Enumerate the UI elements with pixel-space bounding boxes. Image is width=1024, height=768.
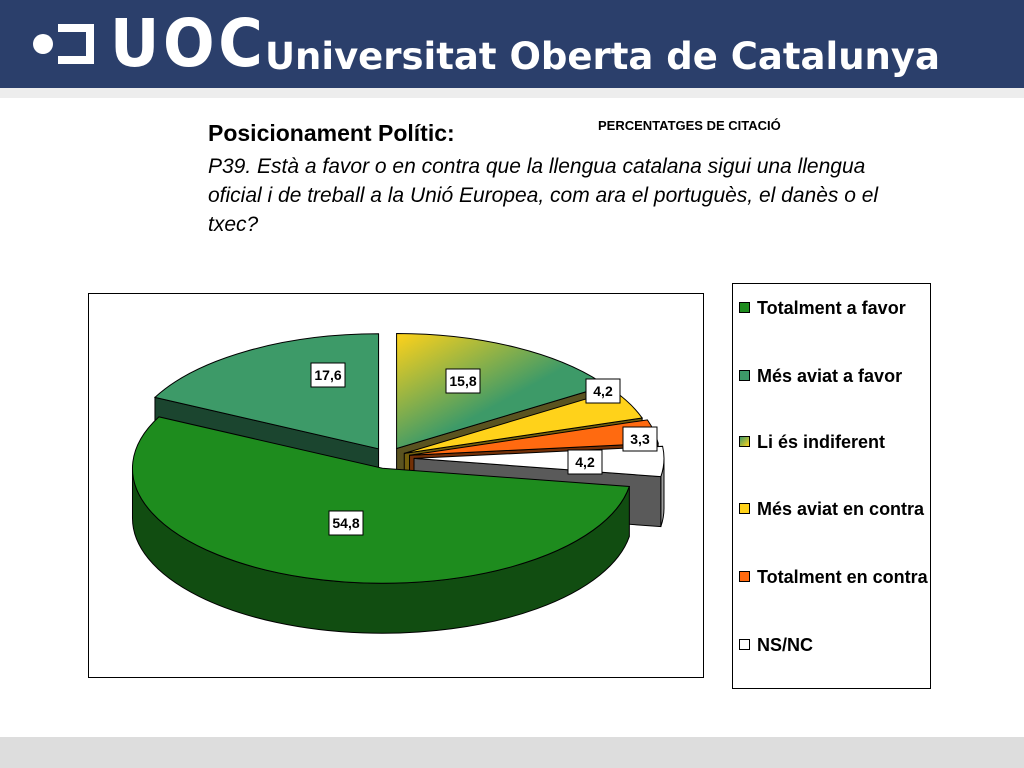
question-text: P39. Està a favor o en contra que la lle… xyxy=(208,155,879,236)
slide-title: Posicionament Polític: xyxy=(208,120,455,146)
legend-label: Li és indiferent xyxy=(757,432,886,452)
legend-label: Totalment en contra xyxy=(757,567,928,587)
legend-swatch xyxy=(739,436,750,447)
header-bar: UOC Universitat Oberta de Catalunya xyxy=(0,0,1024,88)
legend-swatch xyxy=(739,571,750,582)
uoc-logo-icon xyxy=(33,24,94,64)
footer-bar xyxy=(0,737,1024,768)
legend-label: NS/NC xyxy=(757,635,814,655)
slide-note: PERCENTATGES DE CITACIÓ xyxy=(598,118,781,133)
svg-text:4,2: 4,2 xyxy=(575,454,595,470)
svg-text:17,6: 17,6 xyxy=(314,367,341,383)
legend-swatch xyxy=(739,639,750,650)
data-label: 54,8 xyxy=(328,510,364,536)
data-label: 15,8 xyxy=(445,368,481,394)
data-label: 4,2 xyxy=(567,449,603,475)
pie-chart: 54,8 17,6 15,8 4,2 3,3 4,2 xyxy=(131,333,665,634)
pie-slice xyxy=(131,416,631,634)
legend-swatch xyxy=(739,302,750,313)
legend-label: Més aviat a favor xyxy=(757,366,903,386)
data-label: 3,3 xyxy=(622,426,658,452)
svg-text:15,8: 15,8 xyxy=(449,373,476,389)
legend-label: Més aviat en contra xyxy=(757,499,925,519)
data-label: 17,6 xyxy=(310,362,346,388)
legend-swatch xyxy=(739,503,750,514)
legend-swatch xyxy=(739,370,750,381)
chart-legend: Totalment a favor Més aviat a favor Li és … xyxy=(732,283,931,689)
svg-text:54,8: 54,8 xyxy=(332,515,359,531)
svg-text:3,3: 3,3 xyxy=(630,431,650,447)
header-rule xyxy=(0,88,1024,98)
legend-label: Totalment a favor xyxy=(757,298,906,318)
data-label: 4,2 xyxy=(585,378,621,404)
brand-name: Universitat Oberta de Catalunya xyxy=(265,35,940,78)
svg-text:4,2: 4,2 xyxy=(593,383,613,399)
brand-mark: UOC xyxy=(110,5,267,82)
